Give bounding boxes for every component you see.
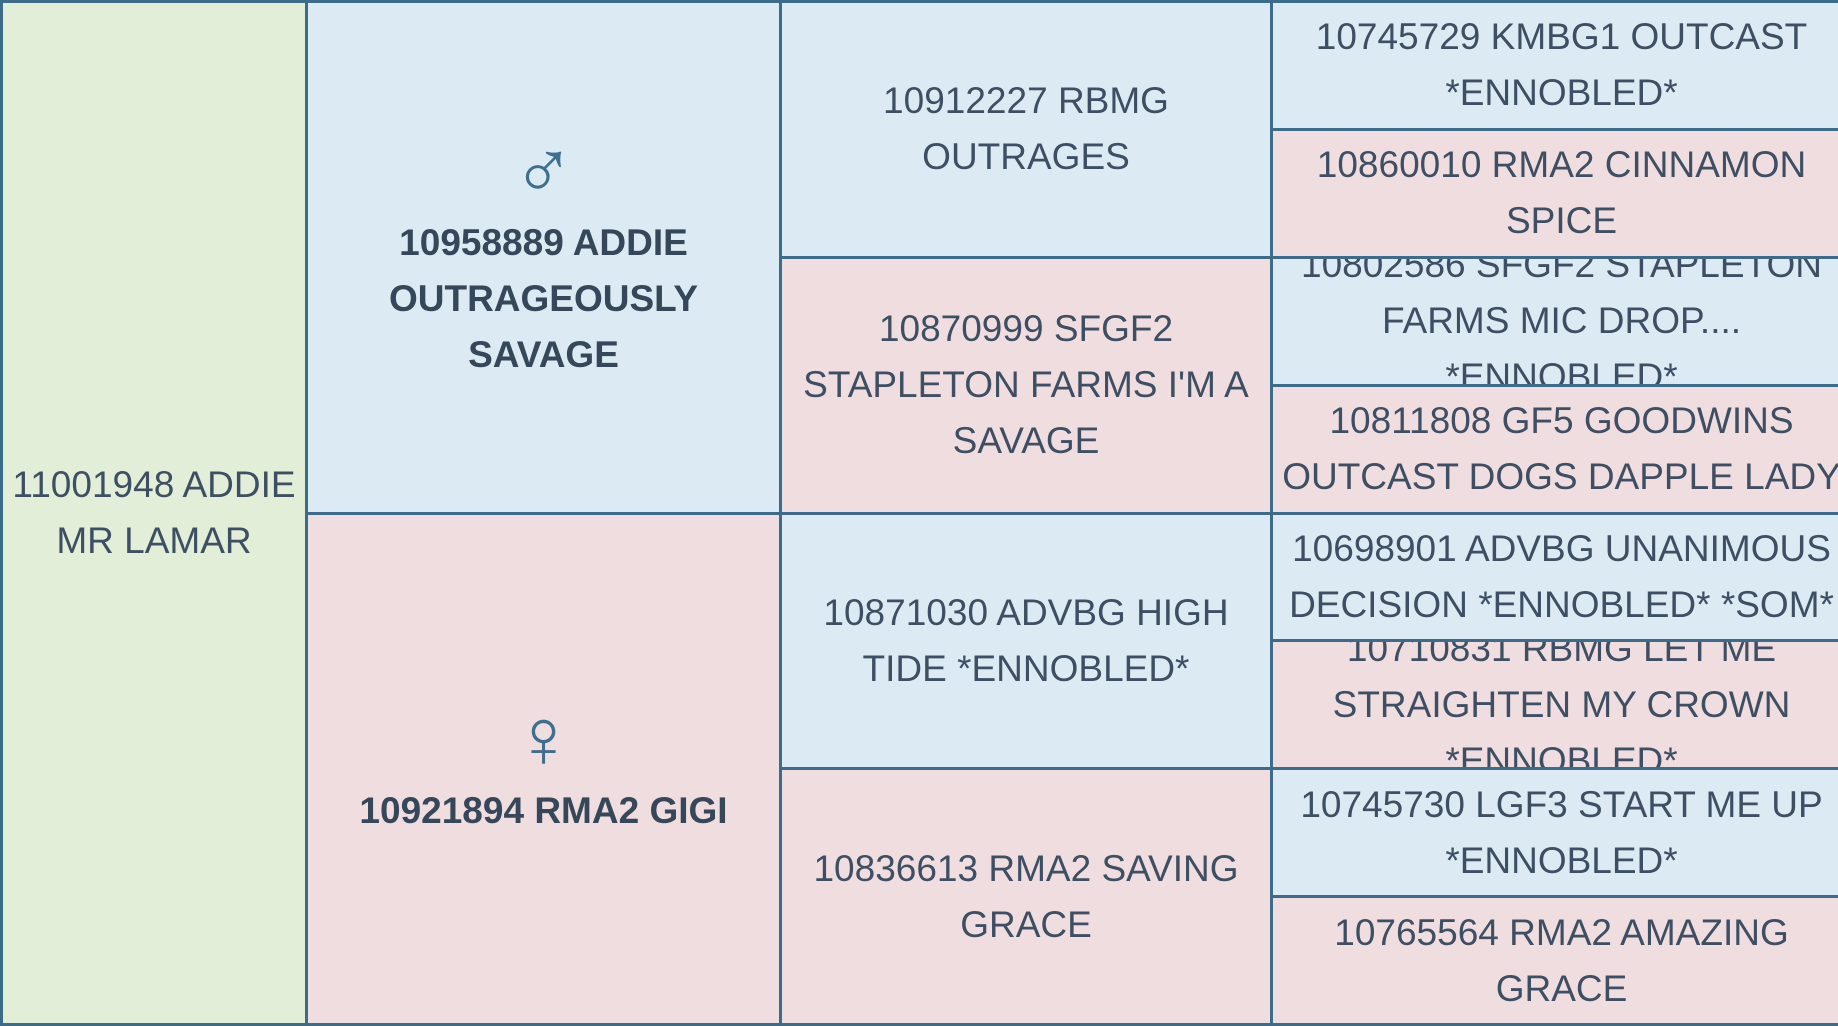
great-grandparent-cell[interactable]: 10811808 GF5 GOODWINS OUTCAST DOGS DAPPL…: [1273, 386, 1838, 512]
great-grandparent-cell[interactable]: 10745729 KMBG1 OUTCAST *ENNOBLED*: [1273, 3, 1838, 128]
great-grandparent-name: 10745730 LGF3 START ME UP *ENNOBLED*: [1300, 783, 1823, 881]
grandparent-name: 10912227 RBMG OUTRAGES: [883, 80, 1169, 178]
grandparent-name: 10871030 ADVBG HIGH TIDE *ENNOBLED*: [823, 591, 1229, 689]
great-grandparent-cell[interactable]: 10745730 LGF3 START ME UP *ENNOBLED*: [1273, 770, 1838, 896]
great-grandparent-cell[interactable]: 10765564 RMA2 AMAZING GRACE: [1273, 898, 1838, 1023]
sire-name: 10958889 ADDIE OUTRAGEOUSLY SAVAGE: [388, 222, 699, 376]
great-grandparent-name: 10802586 SFGF2 STAPLETON FARMS MIC DROP.…: [1301, 258, 1822, 384]
great-grandparent-cell[interactable]: 10860010 RMA2 CINNAMON SPICE: [1273, 130, 1838, 256]
dam-name: 10921894 RMA2 GIGI: [359, 789, 728, 831]
great-grandparent-name: 10765564 RMA2 AMAZING GRACE: [1334, 911, 1789, 1009]
dam-sire-cell[interactable]: 10871030 ADVBG HIGH TIDE *ENNOBLED*: [782, 514, 1270, 768]
great-grandparent-name: 10710831 RBMG LET ME STRAIGHTEN MY CROWN…: [1332, 642, 1791, 768]
subject-name: 11001948 ADDIE MR LAMAR: [12, 464, 296, 561]
great-grandparent-cell[interactable]: 10802586 SFGF2 STAPLETON FARMS MIC DROP.…: [1273, 258, 1838, 384]
sire-cell[interactable]: ♂ 10958889 ADDIE OUTRAGEOUSLY SAVAGE: [308, 3, 779, 512]
great-grandparent-name: 10860010 RMA2 CINNAMON SPICE: [1316, 144, 1807, 242]
male-symbol-icon: ♂: [512, 123, 575, 218]
female-symbol-icon: ♀: [512, 690, 575, 785]
grandparent-name: 10836613 RMA2 SAVING GRACE: [813, 847, 1239, 945]
subject-cell[interactable]: 11001948 ADDIE MR LAMAR: [3, 3, 305, 1023]
dam-cell[interactable]: ♀ 10921894 RMA2 GIGI: [308, 514, 779, 1023]
great-grandparent-cell[interactable]: 10710831 RBMG LET ME STRAIGHTEN MY CROWN…: [1273, 642, 1838, 768]
great-grandparent-cell[interactable]: 10698901 ADVBG UNANIMOUS DECISION *ENNOB…: [1273, 514, 1838, 640]
dam-dam-cell[interactable]: 10836613 RMA2 SAVING GRACE: [782, 770, 1270, 1023]
sire-dam-cell[interactable]: 10870999 SFGF2 STAPLETON FARMS I'M A SAV…: [782, 258, 1270, 512]
grandparent-name: 10870999 SFGF2 STAPLETON FARMS I'M A SAV…: [803, 308, 1249, 462]
sire-sire-cell[interactable]: 10912227 RBMG OUTRAGES: [782, 3, 1270, 256]
great-grandparent-name: 10811808 GF5 GOODWINS OUTCAST DOGS DAPPL…: [1282, 400, 1838, 498]
great-grandparent-name: 10698901 ADVBG UNANIMOUS DECISION *ENNOB…: [1289, 527, 1834, 625]
great-grandparent-name: 10745729 KMBG1 OUTCAST *ENNOBLED*: [1315, 16, 1808, 114]
